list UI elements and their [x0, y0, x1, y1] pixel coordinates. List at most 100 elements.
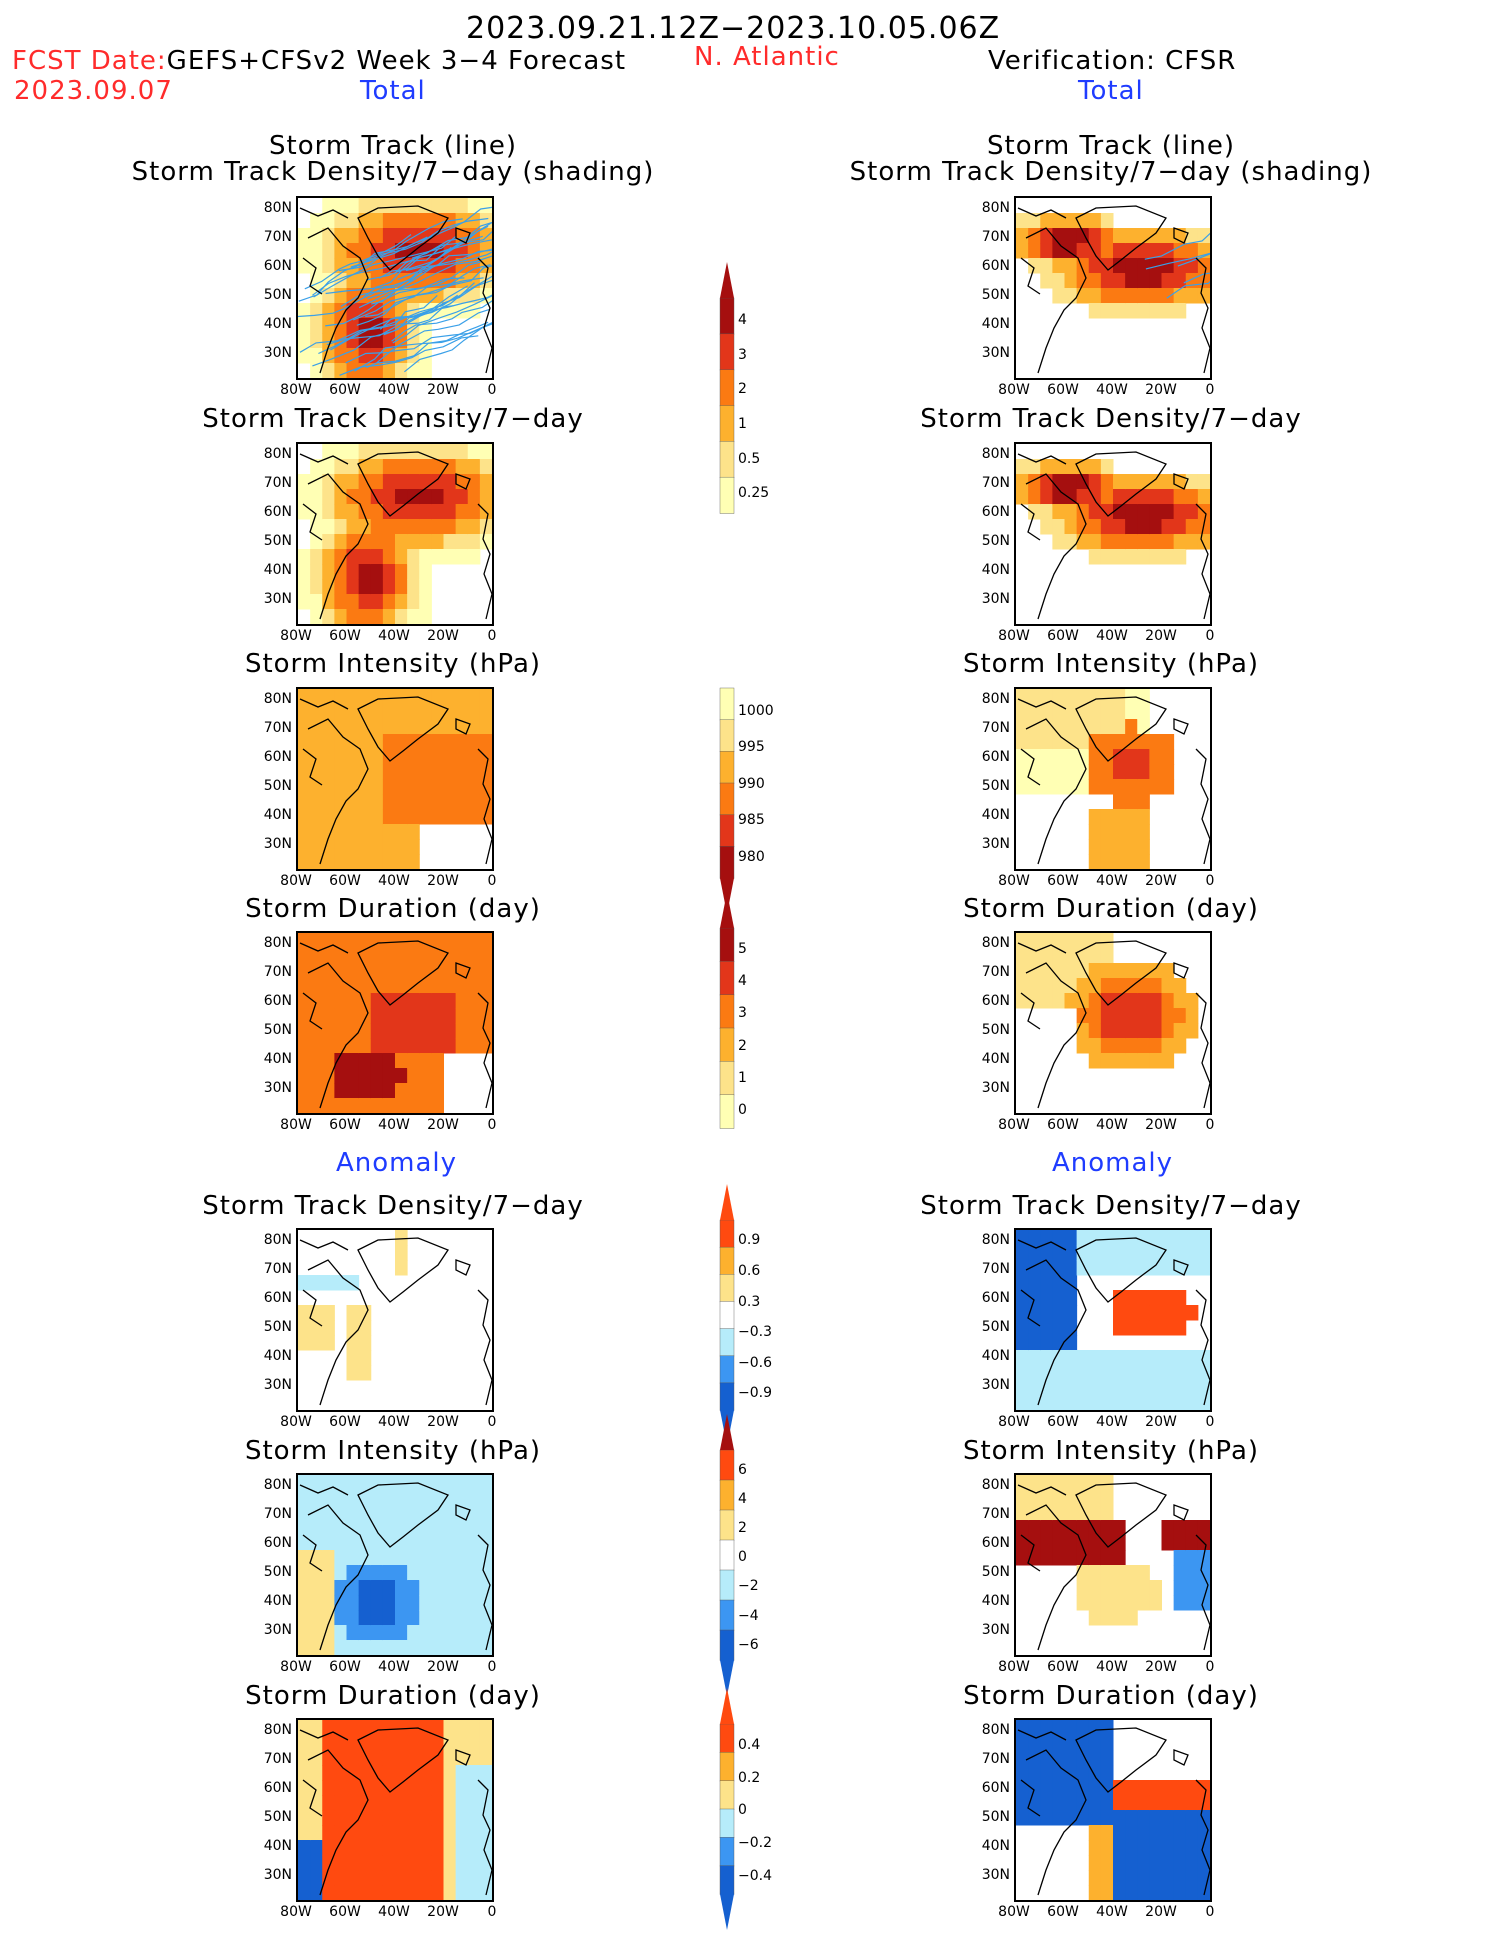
coastline: [307, 227, 369, 374]
grid-cell: [334, 824, 348, 840]
grid-cell: [1149, 1395, 1163, 1410]
lon-tick-label: 40W: [1096, 1117, 1128, 1133]
coastline: [1020, 503, 1041, 541]
grid-cell: [1125, 1395, 1138, 1410]
grid-cell: [419, 1550, 432, 1566]
grid-cell: [382, 809, 396, 825]
lon-tick-label: 20W: [1145, 1659, 1177, 1675]
grid-cell: [1052, 1475, 1066, 1491]
grid-cell: [334, 444, 348, 460]
grid-cell: [1113, 749, 1126, 765]
grid-cell: [334, 1505, 348, 1521]
grid-cell: [1100, 228, 1114, 244]
grid-cell: [1149, 1870, 1163, 1886]
grid-cell: [322, 1625, 335, 1641]
grid-cell: [1076, 689, 1090, 705]
storm-track-line: [340, 261, 481, 308]
grid-cell: [358, 1490, 372, 1506]
grid-cell: [1161, 288, 1175, 304]
grid-cell: [1149, 1580, 1163, 1596]
grid-cell: [1173, 1023, 1187, 1039]
grid-cell: [382, 1565, 396, 1581]
grid-cell: [358, 1475, 372, 1491]
grid-cell: [395, 839, 408, 855]
coastline: [357, 1727, 449, 1793]
grid-cell: [1113, 1305, 1126, 1321]
panel-title: Storm Intensity (hPa): [962, 1436, 1260, 1466]
grid-cell: [298, 1840, 311, 1856]
colorbar-label: 0.2: [738, 1769, 761, 1786]
grid-cell: [298, 963, 311, 979]
grid-cell: [419, 1490, 432, 1506]
grid-cell: [443, 1038, 457, 1054]
grid-cell: [1100, 993, 1114, 1009]
grid-cell: [1137, 1810, 1150, 1826]
grid-cell: [358, 243, 372, 259]
grid-cell: [419, 474, 432, 490]
lat-tick-label: 60N: [263, 1535, 292, 1551]
grid-cell: [334, 1625, 348, 1641]
grid-cell: [1149, 1595, 1163, 1611]
grid-cell: [1088, 549, 1102, 565]
lon-tick-label: 0: [1205, 382, 1215, 398]
grid-cell: [1149, 1290, 1163, 1306]
grid-cell: [346, 1795, 360, 1811]
grid-cell: [346, 564, 360, 580]
colorbar-label: 995: [738, 739, 765, 756]
grid-cell: [334, 504, 348, 520]
grid-cell: [1125, 1595, 1138, 1611]
lat-tick-label: 30N: [263, 1377, 292, 1393]
lat-tick-label: 30N: [263, 591, 292, 607]
grid-cell: [1016, 704, 1029, 720]
grid-cell: [1052, 258, 1066, 274]
grid-cell: [467, 1565, 481, 1581]
lat-tick-label: 40N: [263, 562, 292, 578]
grid-cell: [1088, 1008, 1102, 1024]
grid-cell: [1161, 1365, 1175, 1381]
grid-cell: [346, 1350, 360, 1366]
grid-cell: [1028, 213, 1041, 229]
grid-cell: [1016, 1550, 1029, 1566]
grid-cell: [334, 1885, 348, 1900]
grid-cell: [322, 1053, 335, 1069]
grid-cell: [1100, 1008, 1114, 1024]
grid-cell: [358, 1320, 372, 1336]
colorbar-segment: [719, 1569, 735, 1601]
grid-cell: [479, 1750, 492, 1766]
grid-cell: [310, 1735, 323, 1751]
grid-cell: [1100, 839, 1114, 855]
grid-cell: [1137, 228, 1150, 244]
coastline: [302, 748, 323, 786]
grid-cell: [1137, 1565, 1150, 1581]
grid-cell: [346, 854, 360, 869]
colorbar-duration_anom: [719, 1688, 735, 1930]
grid-cell: [1113, 1350, 1126, 1366]
grid-cell: [1149, 1840, 1163, 1856]
grid-cell: [431, 993, 445, 1009]
grid-cell: [1040, 459, 1053, 475]
lon-tick-label: 0: [487, 628, 497, 644]
lon-tick-label: 0: [487, 1414, 497, 1430]
grid-cell: [431, 1765, 445, 1781]
grid-cell: [358, 963, 372, 979]
grid-cell: [1137, 534, 1150, 550]
grid-cell: [358, 1595, 372, 1611]
coastline: [455, 962, 471, 979]
colorbar-segment: [719, 1808, 735, 1839]
grid-cell: [370, 213, 384, 229]
grid-cell: [1197, 1230, 1210, 1246]
grid-cell: [310, 1765, 323, 1781]
coastline: [1025, 1504, 1087, 1651]
coastline: [307, 1749, 369, 1896]
grid-cell: [467, 459, 481, 475]
grid-cell: [1173, 1550, 1187, 1566]
grid-cell: [419, 459, 432, 475]
grid-cell: [1064, 1380, 1078, 1396]
right-anomaly-label: Anomaly: [1052, 1148, 1174, 1178]
grid-cell: [431, 1855, 445, 1871]
grid-cell: [1016, 1290, 1029, 1306]
grid-cell: [1052, 734, 1066, 750]
grid-cell: [1052, 228, 1066, 244]
grid-cell: [1125, 1610, 1138, 1626]
grid-cell: [407, 809, 420, 825]
